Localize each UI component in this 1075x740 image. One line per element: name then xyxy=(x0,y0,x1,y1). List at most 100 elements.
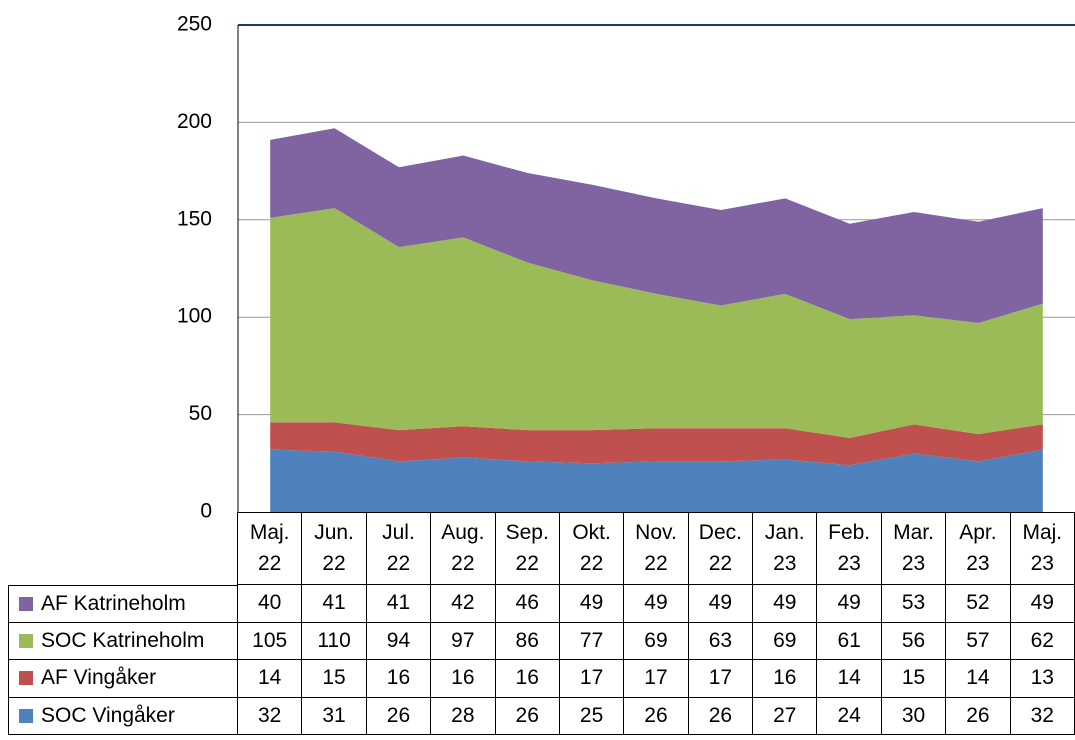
category-label: Apr. 23 xyxy=(959,521,997,575)
value-cell: 13 xyxy=(1010,660,1075,698)
category-label: Sep. 22 xyxy=(505,521,549,575)
category-label: Dec. 22 xyxy=(698,521,742,575)
category-cell: Jun. 22 xyxy=(302,512,367,585)
category-label: Feb. 23 xyxy=(828,521,871,575)
category-cell: Sep. 22 xyxy=(495,512,560,585)
value-cell: 26 xyxy=(946,697,1011,735)
value-cell: 15 xyxy=(302,660,367,698)
legend-swatch xyxy=(19,708,33,723)
category-cell: Jul. 22 xyxy=(366,512,432,585)
category-label: Maj. 23 xyxy=(1022,521,1063,575)
category-cell: Okt. 22 xyxy=(559,512,625,585)
area xyxy=(270,422,1043,466)
value-cell: 86 xyxy=(495,622,560,660)
value-cell: 49 xyxy=(1010,585,1075,623)
legend-swatch xyxy=(19,596,33,611)
legend-label: SOC Katrineholm xyxy=(41,628,205,652)
value-cell: 105 xyxy=(238,622,303,660)
value-cell: 26 xyxy=(495,697,560,735)
y-tick-label: 250 xyxy=(177,13,212,36)
value-cell: 40 xyxy=(238,585,303,623)
category-cell: Mar. 23 xyxy=(881,512,947,585)
value-cell: 49 xyxy=(559,585,625,623)
value-cell: 15 xyxy=(881,660,947,698)
value-cell: 94 xyxy=(366,622,432,660)
value-cell: 57 xyxy=(946,622,1011,660)
y-tick-label: 150 xyxy=(177,207,212,230)
value-cell: 49 xyxy=(817,585,882,623)
category-label: Aug. 22 xyxy=(441,521,485,575)
y-tick-label: 50 xyxy=(189,402,212,425)
category-label: Maj. 22 xyxy=(249,521,290,575)
category-cell: Jan. 23 xyxy=(753,512,818,585)
value-cell: 32 xyxy=(1010,697,1075,735)
area xyxy=(270,128,1043,324)
value-cell: 16 xyxy=(495,660,560,698)
value-cell: 16 xyxy=(366,660,432,698)
legend-cell: SOC Katrineholm xyxy=(8,622,238,660)
value-cell: 14 xyxy=(946,660,1011,698)
value-cell: 17 xyxy=(559,660,625,698)
value-cell: 14 xyxy=(817,660,882,698)
category-cell: Dec. 22 xyxy=(688,512,754,585)
value-cell: 17 xyxy=(624,660,689,698)
value-cell: 62 xyxy=(1010,622,1075,660)
value-cell: 53 xyxy=(881,585,947,623)
value-cell: 41 xyxy=(366,585,432,623)
category-label: Jul. 22 xyxy=(382,521,415,575)
legend-swatch xyxy=(19,671,33,686)
value-cell: 26 xyxy=(624,697,689,735)
legend-cell: AF Vingåker xyxy=(8,660,238,698)
value-cell: 32 xyxy=(238,697,303,735)
area xyxy=(270,208,1043,438)
value-cell: 14 xyxy=(238,660,303,698)
value-cell: 49 xyxy=(624,585,689,623)
value-cell: 25 xyxy=(559,697,625,735)
category-cell: Nov. 22 xyxy=(624,512,689,585)
value-cell: 16 xyxy=(431,660,496,698)
value-cell: 52 xyxy=(946,585,1011,623)
value-cell: 28 xyxy=(431,697,496,735)
category-cell: Maj. 22 xyxy=(238,512,303,585)
value-cell: 17 xyxy=(688,660,754,698)
value-cell: 27 xyxy=(753,697,818,735)
y-tick-label: 0 xyxy=(200,500,212,523)
category-cell: Maj. 23 xyxy=(1010,512,1075,585)
legend-label: AF Vingåker xyxy=(41,666,157,690)
value-cell: 97 xyxy=(431,622,496,660)
value-cell: 26 xyxy=(366,697,432,735)
category-cell: Apr. 23 xyxy=(946,512,1011,585)
category-label: Nov. 22 xyxy=(635,521,677,575)
legend-cell: AF Katrineholm xyxy=(8,585,238,623)
value-cell: 49 xyxy=(753,585,818,623)
value-cell: 26 xyxy=(688,697,754,735)
category-label: Jan. 23 xyxy=(764,521,805,575)
table-left-edge xyxy=(237,512,238,585)
category-label: Okt. 22 xyxy=(572,521,611,575)
value-cell: 69 xyxy=(624,622,689,660)
value-cell: 61 xyxy=(817,622,882,660)
y-tick-label: 200 xyxy=(177,110,212,133)
value-cell: 30 xyxy=(881,697,947,735)
legend-label: AF Katrineholm xyxy=(41,591,186,615)
category-cell: Feb. 23 xyxy=(817,512,882,585)
value-cell: 46 xyxy=(495,585,560,623)
value-cell: 16 xyxy=(753,660,818,698)
value-cell: 42 xyxy=(431,585,496,623)
value-cell: 31 xyxy=(302,697,367,735)
legend-label: SOC Vingåker xyxy=(41,703,175,727)
category-label: Mar. 23 xyxy=(893,521,934,575)
value-cell: 69 xyxy=(753,622,818,660)
value-cell: 24 xyxy=(817,697,882,735)
value-cell: 77 xyxy=(559,622,625,660)
value-cell: 110 xyxy=(302,622,367,660)
value-cell: 49 xyxy=(688,585,754,623)
value-cell: 56 xyxy=(881,622,947,660)
legend-swatch xyxy=(19,633,33,648)
legend-cell: SOC Vingåker xyxy=(8,697,238,735)
value-cell: 41 xyxy=(302,585,367,623)
category-label: Jun. 22 xyxy=(314,521,354,575)
value-cell: 63 xyxy=(688,622,754,660)
